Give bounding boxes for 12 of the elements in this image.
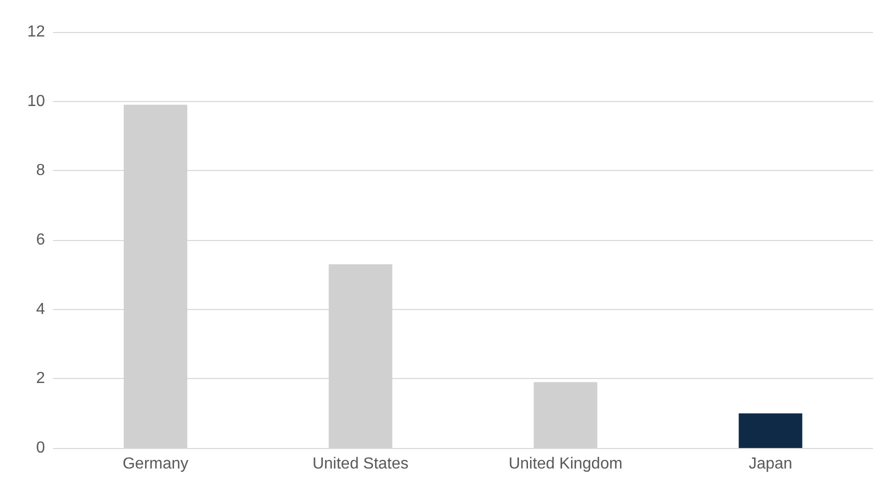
x-tick-label: Japan bbox=[748, 456, 792, 472]
y-tick-label: 12 bbox=[27, 24, 46, 40]
y-tick-label: 2 bbox=[36, 370, 46, 388]
bar bbox=[738, 413, 802, 448]
y-tick-label: 10 bbox=[27, 92, 46, 110]
x-tick-label: Germany bbox=[122, 456, 188, 472]
x-tick-label: United Kingdom bbox=[508, 456, 622, 472]
y-tick-label: 4 bbox=[36, 300, 46, 318]
y-tick-label: 6 bbox=[36, 232, 46, 248]
x-tick-label: United States bbox=[312, 456, 409, 472]
y-tick-label: 8 bbox=[36, 162, 46, 180]
y-tick-label: 0 bbox=[36, 440, 46, 456]
